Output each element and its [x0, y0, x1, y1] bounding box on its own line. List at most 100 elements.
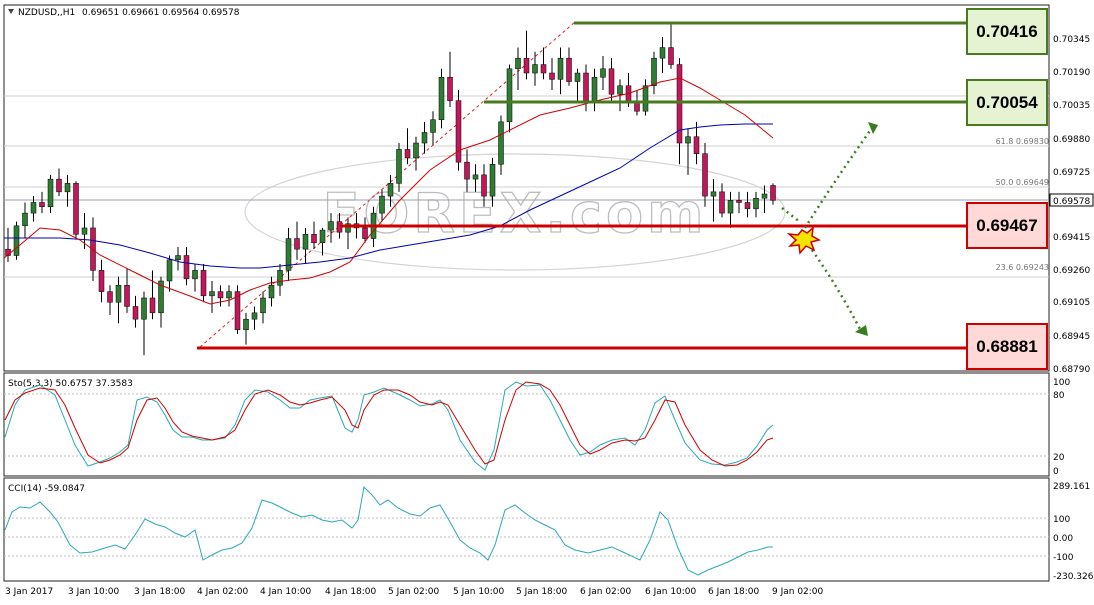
candle-body — [47, 178, 54, 207]
level-box-label-4: 0.68881 — [976, 337, 1037, 356]
candle-body — [404, 149, 411, 159]
candle-body — [345, 223, 351, 233]
time-tick: 6 Jan 10:00 — [645, 587, 697, 597]
candle-body — [30, 202, 37, 214]
price-tick: 0.69415 — [1053, 233, 1090, 243]
candle-body — [319, 229, 326, 244]
watermark-text: FOREX.com — [323, 182, 708, 245]
candle-body — [141, 297, 147, 320]
candle-body — [226, 291, 232, 299]
candle-body — [464, 161, 470, 180]
arrow-down-icon — [810, 249, 864, 334]
time-tick: 3 Jan 18:00 — [134, 587, 186, 597]
candle-body — [659, 47, 666, 59]
ma-fast-line — [3, 77, 774, 305]
candle-body — [175, 255, 181, 261]
cci-panel — [3, 477, 1050, 582]
candle-body — [727, 200, 734, 214]
level-box-1[interactable]: 0.70416 — [966, 8, 1048, 55]
candle-body — [481, 174, 487, 197]
level-box-bg-2 — [966, 79, 1048, 126]
fib-label-50: 50.0 0.69649 — [996, 178, 1049, 187]
candle-body — [39, 202, 45, 207]
candle-body — [277, 270, 283, 286]
candle-body — [455, 100, 462, 163]
sto-tick: 80 — [1053, 391, 1065, 401]
candle-body — [634, 102, 640, 112]
arrow-up-icon — [803, 127, 874, 229]
candle-body — [472, 174, 479, 180]
level-box-4[interactable]: 0.68881 — [966, 323, 1048, 370]
candle-body — [64, 183, 71, 193]
candle-body — [302, 234, 309, 250]
level-box-2[interactable]: 0.70054 — [966, 79, 1048, 126]
watermark: FOREX.com — [244, 153, 786, 271]
fib-trend-line[interactable] — [199, 21, 576, 348]
current-price-label: 0.69578 — [1053, 197, 1090, 207]
candle-body — [761, 193, 768, 199]
candle-body — [13, 225, 20, 256]
stochastic-indicator: Sto(5,3,3) 50.6757 37.3583 100 80 20 0 — [4, 378, 1070, 477]
sto-main-line — [4, 381, 774, 471]
caret-down-icon — [8, 9, 14, 14]
candle-body — [268, 284, 275, 299]
level-box-bg-1 — [966, 8, 1048, 55]
candle-body — [132, 306, 139, 320]
candle-body — [515, 57, 521, 70]
candle-body — [685, 136, 691, 144]
candle-body — [753, 197, 759, 210]
candle-body — [651, 57, 657, 86]
level-box-label-2: 0.70054 — [976, 93, 1038, 112]
candle-body — [234, 291, 241, 331]
candle-body — [22, 212, 28, 227]
candle-body — [260, 297, 266, 314]
candle-body — [251, 312, 258, 320]
explosion-icon — [786, 226, 821, 255]
time-tick: 6 Jan 02:00 — [580, 587, 632, 597]
cci-label: CCI(14) -59.0847 — [8, 484, 85, 494]
time-tick: 6 Jan 18:00 — [708, 587, 760, 597]
candle-body — [583, 72, 589, 103]
symbol-label: NZDUSD,,H1 — [18, 8, 75, 18]
ohlc-values: 0.69651 0.69661 0.69564 0.69578 — [82, 8, 240, 18]
candle-body — [702, 153, 708, 197]
cci-tick: 100 — [1053, 515, 1070, 525]
time-tick: 3 Jan 2017 — [5, 587, 53, 597]
time-tick: 5 Jan 02:00 — [388, 587, 440, 597]
candle-body — [719, 191, 725, 214]
sto-label: Sto(5,3,3) 50.6757 37.3583 — [8, 379, 133, 389]
level-box-label-1: 0.70416 — [976, 22, 1037, 41]
fibonacci-levels: 61.8 0.69830 50.0 0.69649 23.6 0.69243 — [4, 95, 1049, 278]
sto-signal-line — [4, 381, 774, 467]
candle-body — [107, 291, 113, 303]
price-tick: 0.69725 — [1053, 168, 1090, 178]
main-panel — [3, 4, 1050, 372]
level-box-3[interactable]: 0.69467 — [966, 202, 1048, 249]
candle-body — [489, 164, 496, 197]
ma-slow-line — [4, 123, 773, 269]
candle-body — [447, 77, 453, 101]
price-tick: 0.68945 — [1053, 332, 1090, 342]
time-tick: 4 Jan 02:00 — [197, 587, 249, 597]
candle-body — [557, 57, 564, 80]
arrow-down-head-icon — [855, 325, 868, 336]
candle-body — [166, 259, 173, 282]
candle-body — [549, 72, 555, 80]
candle-body — [81, 227, 88, 235]
cci-tick: 289.161 — [1053, 482, 1090, 492]
candle-body — [73, 183, 79, 235]
candle-body — [209, 291, 215, 297]
candle-body — [285, 238, 292, 271]
candle-body — [668, 47, 674, 65]
candle-body — [421, 132, 428, 144]
price-axis: 0.70345 0.70190 0.70035 0.69880 0.69725 … — [1049, 35, 1094, 375]
price-tick: 0.69880 — [1053, 135, 1090, 145]
level-lines — [197, 21, 967, 350]
price-tick: 0.70190 — [1053, 68, 1090, 78]
candle-body — [430, 119, 436, 133]
sto-tick: 20 — [1053, 453, 1065, 463]
candle-body — [532, 64, 538, 74]
candle-body — [693, 136, 700, 154]
candle-body — [710, 191, 717, 197]
